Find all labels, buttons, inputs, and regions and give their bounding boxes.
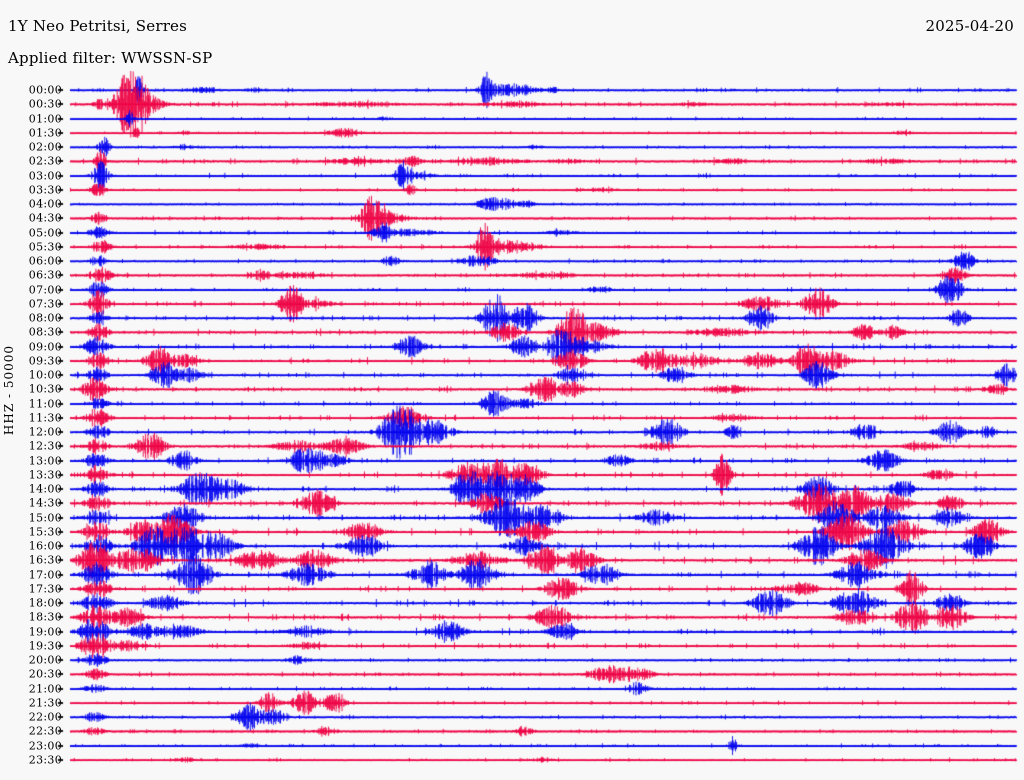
helicorder-plot[interactable] <box>0 0 1024 780</box>
helicorder-page: 1Y Neo Petritsi, Serres Applied filter: … <box>0 0 1024 780</box>
